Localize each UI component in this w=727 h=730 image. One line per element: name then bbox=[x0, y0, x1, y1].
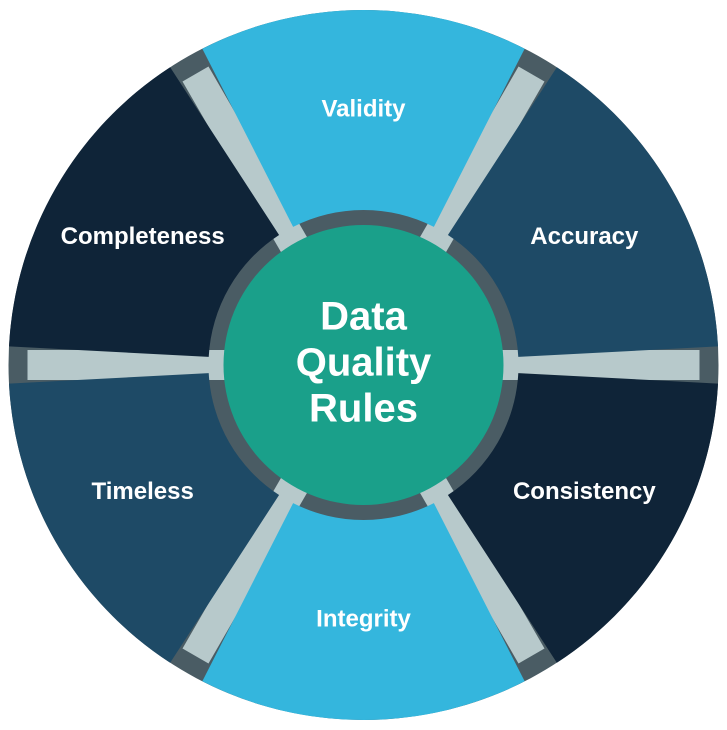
segment-label: Completeness bbox=[61, 223, 225, 250]
center-title-line: Quality bbox=[296, 341, 432, 385]
segment-label: Timeless bbox=[92, 478, 194, 505]
data-quality-diagram: Validity Accuracy Consistency Integrity Time… bbox=[0, 0, 727, 730]
center-title-line: Data bbox=[320, 295, 407, 339]
center-title-line: Rules bbox=[309, 387, 418, 431]
segment-label: Accuracy bbox=[530, 223, 639, 250]
segment-label: Validity bbox=[321, 95, 406, 122]
segment-label: Integrity bbox=[316, 605, 411, 632]
diagram-svg: Validity Accuracy Consistency Integrity Time… bbox=[0, 0, 727, 730]
segment-label: Consistency bbox=[513, 478, 656, 505]
